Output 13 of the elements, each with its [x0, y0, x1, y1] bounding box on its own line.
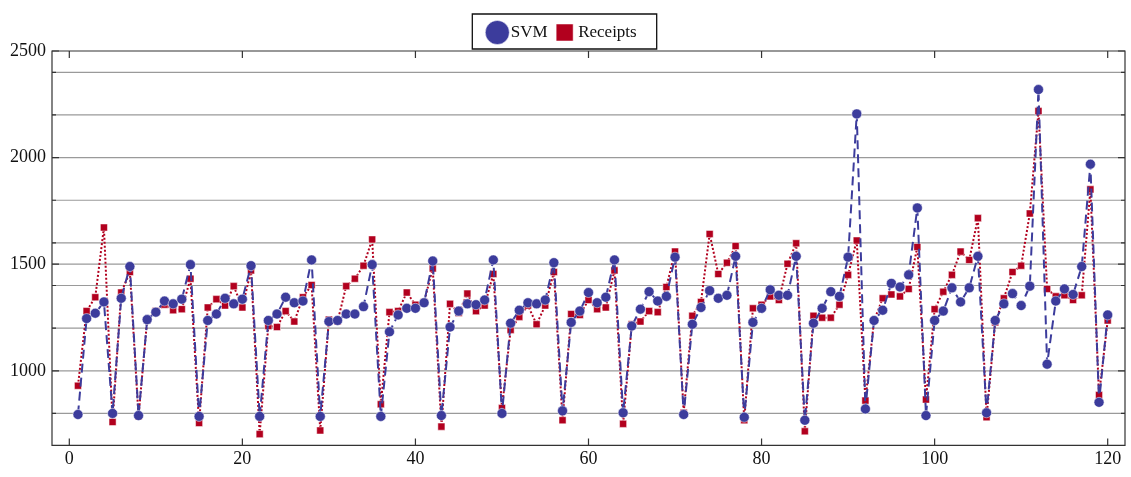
x-tick-label: 20	[233, 447, 252, 468]
y-tick-label: 2500	[10, 39, 46, 60]
legend-label: Receipts	[578, 21, 637, 41]
x-tick-label: 60	[579, 447, 598, 468]
x-tick-label: 40	[406, 447, 425, 468]
x-tick-label: 80	[752, 447, 771, 468]
y-tick-label: 2000	[10, 146, 46, 167]
x-tick-label: 0	[64, 447, 74, 468]
y-tick-label: 1500	[10, 252, 46, 273]
y-tick-label: 1000	[10, 359, 46, 380]
x-tick-label: 120	[1094, 447, 1122, 468]
x-tick-label: 100	[921, 447, 949, 468]
legend-label: SVM	[510, 21, 548, 41]
